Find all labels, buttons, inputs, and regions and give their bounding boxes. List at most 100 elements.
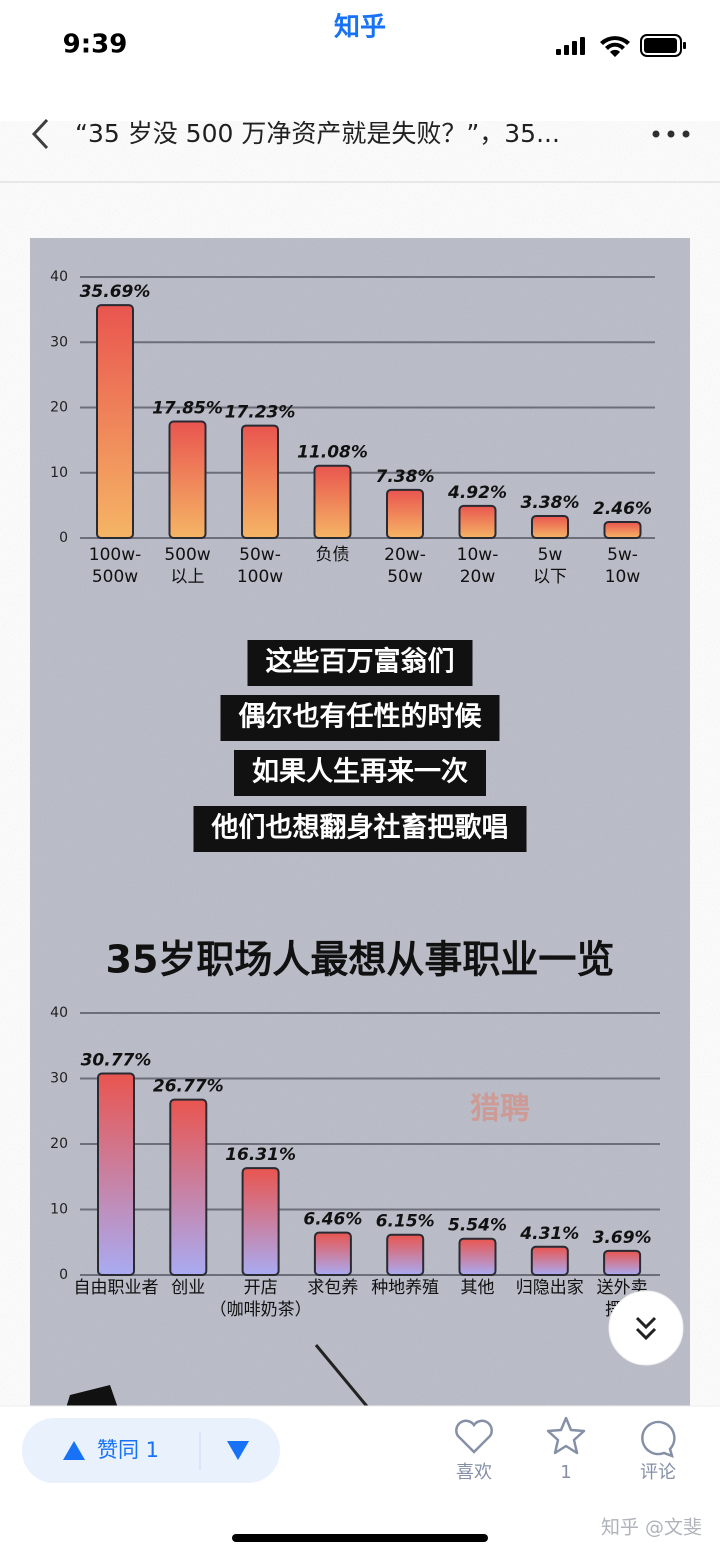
vote-label[interactable]: 赞同 1 [97,1438,159,1462]
downvote-icon[interactable] [227,1441,249,1460]
value-label: 4.31% [519,1224,579,1244]
logo-watermark: 猎聘 [470,1092,530,1127]
bar [241,1167,280,1277]
comment-label[interactable]: 评论 [640,1462,676,1483]
chart-title: 35岁职场人最想从事职业一览 [106,938,615,982]
value-label: 26.77% [153,1077,224,1097]
x-tick-label: 500w 以上 [164,545,210,587]
y-tick-label: 10 [50,465,68,481]
decor-line [314,1344,372,1411]
status-time: 9:39 [63,30,128,60]
bar [169,1098,208,1276]
expand-icon [635,1316,657,1341]
value-label: 6.46% [303,1210,362,1230]
x-tick-line: 种地养殖 [371,1278,439,1298]
x-tick-line: 开店 [244,1278,278,1298]
bar [386,1233,425,1277]
x-tick-label: 归隐出家 [516,1278,584,1298]
x-tick-label: 求包养 [307,1278,358,1298]
x-tick-line: 20w- [384,545,426,565]
y-tick-label: 20 [50,400,68,416]
value-label: 17.23% [225,403,296,423]
x-tick-line: 100w [237,567,283,587]
x-tick-label: 50w-100w [237,545,283,587]
bar [530,1245,569,1277]
caption-text: 如果人生再来一次 [252,757,468,788]
y-tick-label: 10 [50,1202,68,1218]
bar [603,520,642,539]
vote-pill [22,1418,280,1483]
caption-text: 他们也想翻身社畜把歌唱 [211,812,509,844]
caption-box [234,750,486,796]
x-tick-label: 负债 [316,545,350,565]
like-icon[interactable] [455,1419,493,1454]
y-tick-label: 20 [50,1136,68,1152]
more-button[interactable] [652,130,690,138]
question-title[interactable]: “35 岁没 500 万净资产就是失败？”，35... [75,119,560,148]
x-tick-line: 负债 [316,545,350,565]
x-tick-line: 20w [460,567,496,587]
comment-icon[interactable] [641,1420,676,1459]
x-tick-label: 10w-20w [457,545,499,587]
like-label[interactable]: 喜欢 [456,1462,492,1483]
x-tick-label: 开店（咖啡奶茶） [210,1278,312,1320]
favorite-count[interactable]: 1 [560,1462,571,1483]
caption-text: 这些百万富翁们 [266,646,455,678]
bar [386,488,424,539]
y-tick-label: 30 [50,334,68,350]
x-tick-line: 其他 [461,1278,495,1298]
x-tick-line: 以下 [533,567,567,587]
bar [241,424,279,539]
upvote-icon[interactable] [63,1441,85,1460]
x-tick-label: 其他 [461,1278,495,1298]
x-tick-line: 500w [164,545,210,565]
back-button[interactable] [31,118,49,150]
bar [168,420,207,539]
x-tick-label: 5w 以下 [533,545,567,587]
y-tick-label: 40 [50,269,68,285]
favorite-icon[interactable] [546,1416,586,1455]
x-tick-label: 100w-500w [89,545,142,587]
x-tick-line: 5w- [607,545,638,565]
x-tick-line: 创业 [171,1278,205,1298]
status-icons [556,34,686,57]
x-tick-line: 50w- [239,545,281,565]
x-tick-line: （咖啡奶茶） [210,1300,312,1320]
x-tick-line: 10w- [457,545,499,565]
x-tick-line: 归隐出家 [516,1278,584,1298]
chart: 0 10 20 30 40 30.77% 自由职业者 26.77% 创业 16.31% 开店（咖啡奶… [50,1005,660,1320]
bar [97,1072,135,1277]
app-name: 知乎 [334,13,386,43]
x-tick-line: 10w [605,567,641,587]
bar [458,1237,497,1277]
y-tick-label: 30 [50,1071,68,1087]
x-tick-label: 20w-50w [384,545,426,587]
caption-box [247,640,473,686]
bar [313,1231,352,1277]
caption-text: 偶尔也有任性的时候 [239,701,483,733]
value-label: 3.38% [521,493,580,513]
home-indicator [232,1534,488,1542]
x-tick-label: 5w-10w [605,545,641,587]
x-tick-line: 100w- [89,545,142,565]
value-label: 11.08% [297,443,368,463]
value-label: 6.15% [376,1212,435,1232]
value-label: 30.77% [81,1050,152,1070]
y-tick-label: 40 [50,1005,68,1021]
y-tick-label: 0 [59,1267,68,1283]
x-tick-line: 自由职业者 [74,1278,159,1298]
value-label: 5.54% [448,1216,507,1236]
x-tick-line: 求包养 [307,1278,358,1298]
x-tick-label: 创业 [171,1278,205,1298]
caption-box [193,806,527,852]
bar [96,304,134,539]
value-label: 2.46% [593,499,652,519]
bar [458,504,497,540]
value-label: 3.69% [593,1228,652,1248]
value-label: 17.85% [152,399,223,419]
value-label: 7.38% [376,467,435,487]
